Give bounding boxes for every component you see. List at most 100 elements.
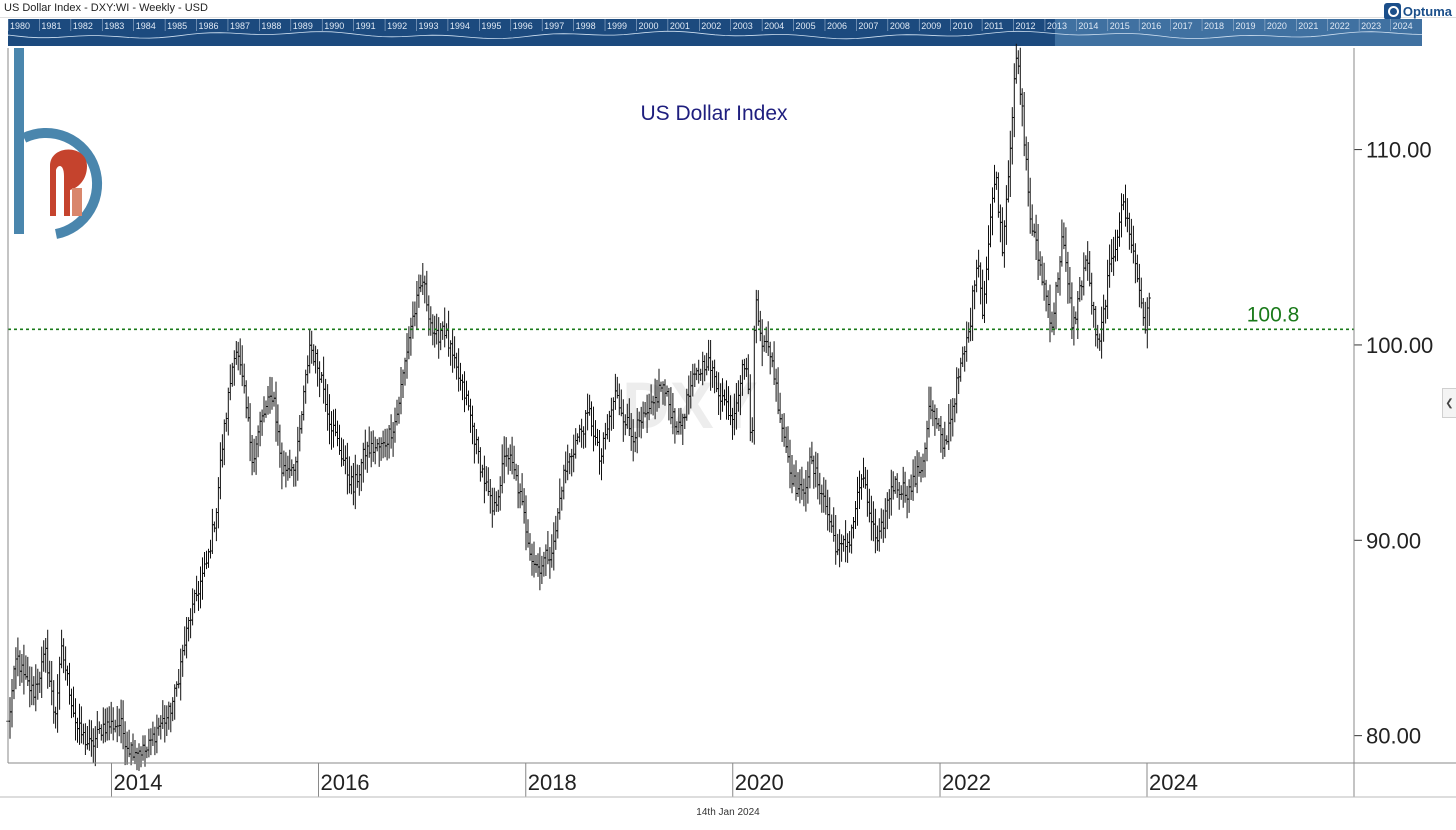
ohlc-bar [264,400,268,418]
ohlc-bar [109,701,113,734]
ohlc-bar [945,435,949,445]
ohlc-bar [911,459,915,501]
ohlc-bar [8,697,12,739]
chevron-left-icon: ❮ [1445,397,1454,409]
ohlc-bar [603,422,607,450]
ohlc-bar [292,464,296,487]
ohlc-bar [111,707,115,741]
ohlc-bar [538,547,542,591]
ohlc-bar [470,405,475,445]
ohlc-bar [54,706,58,729]
ohlc-bar [607,410,611,442]
ohlc-bar [216,477,220,529]
ohlc-bar [588,394,592,416]
ohlc-bar [196,581,201,611]
overview-year-label: 1987 [230,21,250,31]
ohlc-bar [115,706,119,743]
ohlc-bar [949,399,953,442]
ohlc-bar [159,715,163,740]
ohlc-bar [889,469,893,516]
ohlc-bar [77,703,82,745]
ohlc-bar [977,249,981,278]
ohlc-bar [377,437,381,467]
ohlc-bar [601,432,605,464]
ohlc-bar [971,285,975,341]
ohlc-bar [460,374,465,401]
ohlc-bar [840,534,844,562]
ohlc-bar [32,676,36,706]
ohlc-bar [1086,241,1090,281]
ohlc-bar [1119,193,1124,238]
ohlc-bar [790,455,794,494]
ohlc-bar [1004,185,1008,245]
ohlc-bar [226,387,230,436]
ohlc-bar [1080,280,1084,301]
support-line-label: 100.8 [1247,303,1300,326]
ohlc-bar [883,498,887,539]
ohlc-bar [937,418,941,431]
ohlc-bar [869,495,873,541]
ohlc-bar [1064,227,1068,272]
ohlc-bar [975,259,979,293]
ohlc-bar [322,356,326,404]
ohlc-bar [522,488,526,524]
ohlc-bar [548,547,552,579]
ohlc-bar [258,411,262,447]
ohlc-bar [1094,306,1098,347]
ohlc-bar [256,425,260,458]
ohlc-bar [925,420,929,462]
ohlc-bar [1084,255,1088,272]
ohlc-bar [582,426,586,449]
ohlc-bar [923,442,927,478]
ohlc-bar [320,372,324,383]
ohlc-bar [123,721,127,766]
ohlc-bar [576,433,580,445]
ohlc-bar [492,487,496,516]
ohlc-bar [83,723,87,755]
overview-year-label: 2013 [1047,21,1067,31]
ohlc-bar [443,307,447,348]
ohlc-bar [1002,220,1006,268]
ohlc-bar [230,362,234,387]
ohlc-bar [963,346,967,372]
current-date-label: 14th Jan 2024 [696,807,760,818]
y-tick-label: 80.00 [1366,724,1421,749]
ohlc-bar [145,746,149,759]
x-tick-label: 2024 [1149,770,1198,795]
ohlc-bar [933,404,937,436]
x-tick-label: 2020 [735,770,784,795]
ohlc-bar [405,333,409,379]
ohlc-bar [994,171,998,190]
ohlc-bar [48,660,52,687]
ohlc-bar [464,380,469,406]
ohlc-bar [387,425,391,459]
ohlc-bar [161,700,165,729]
ohlc-bar [288,449,292,479]
ohlc-bar [1113,229,1118,262]
support-line-layer: 100.8 [8,303,1354,331]
overview-selected-range[interactable] [1054,19,1422,46]
ohlc-bar [439,323,443,351]
ohlc-bar [988,203,993,248]
ohlc-bar [355,464,359,488]
ohlc-bar [198,566,203,609]
ohlc-bar [64,646,68,681]
ohlc-bar [409,317,413,356]
history-overview-strip[interactable]: 1980 1981 1982 1983 1984 1985 1986 1987 1988 1989… [8,19,1422,46]
ohlc-bar [266,386,270,415]
ohlc-bar [877,518,881,552]
ohlc-bar [542,551,546,577]
ohlc-bar [210,508,214,554]
ohlc-bar [369,431,373,468]
ohlc-bar [820,484,824,513]
ohlc-bar [445,323,449,339]
ohlc-bar [850,524,854,554]
ohlc-bar [282,450,286,477]
ohlc-bar [18,650,22,686]
ohlc-bar [353,454,357,510]
ohlc-bar [149,728,153,756]
ohlc-bar [373,436,377,465]
ohlc-bar [524,495,528,551]
expand-panel-button[interactable]: ❮ [1442,388,1456,418]
